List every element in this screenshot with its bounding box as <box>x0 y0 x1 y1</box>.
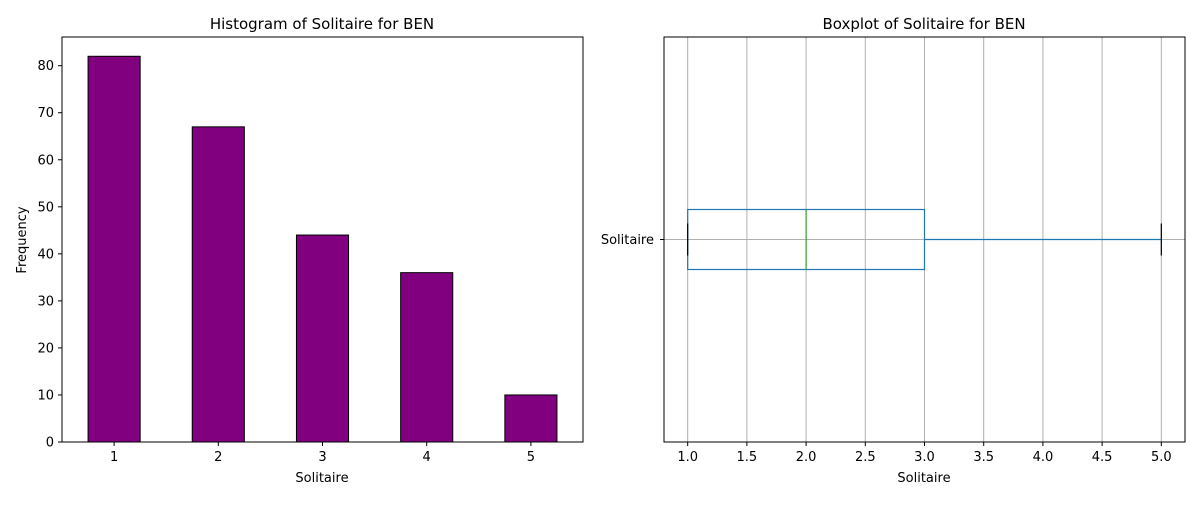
histogram-title: Histogram of Solitaire for BEN <box>210 15 434 33</box>
histogram-x-tick-label: 3 <box>318 450 326 465</box>
histogram-y-tick-label: 50 <box>37 200 54 215</box>
histogram-y-tick-label: 80 <box>37 59 54 74</box>
histogram-y-tick-label: 20 <box>37 341 54 356</box>
histogram-x-tick-label: 2 <box>214 450 222 465</box>
boxplot-category-label: Solitaire <box>601 233 654 248</box>
boxplot-title: Boxplot of Solitaire for BEN <box>822 15 1025 33</box>
histogram-x-tick-label: 4 <box>423 450 431 465</box>
histogram-x-tick-label: 5 <box>527 450 535 465</box>
boxplot-x-tick-label: 4.0 <box>1033 450 1054 465</box>
boxplot-body <box>687 208 1162 271</box>
histogram-y-ticks: 0 10 20 30 40 50 60 70 80 <box>37 59 62 451</box>
histogram-plot-frame <box>61 36 584 443</box>
histogram-y-tick-label: 40 <box>37 247 54 262</box>
histogram-bar <box>191 126 245 443</box>
boxplot-x-tick-label: 2.0 <box>796 450 817 465</box>
histogram-y-axis-label: Frequency <box>15 206 30 273</box>
histogram-y-tick-label: 0 <box>46 436 54 451</box>
histogram-y-tick-label: 10 <box>37 388 54 403</box>
boxplot-x-tick-label: 2.5 <box>855 450 876 465</box>
boxplot-x-ticks: 1.0 1.5 2.0 2.5 3.0 3.5 4.0 4.5 5.0 <box>677 442 1172 465</box>
boxplot-x-tick-label: 4.5 <box>1092 450 1113 465</box>
histogram-bar <box>87 55 141 443</box>
boxplot-panel: 1.0 1.5 2.0 2.5 3.0 3.5 4.0 4.5 5.0 Solitaire Bo… <box>601 15 1186 486</box>
histogram-y-tick-label: 60 <box>37 153 54 168</box>
boxplot-x-tick-label: 1.0 <box>677 450 698 465</box>
boxplot-x-tick-label: 1.5 <box>737 450 758 465</box>
histogram-x-tick-label: 1 <box>110 450 118 465</box>
histogram-x-ticks: 1 2 3 4 5 <box>110 442 535 465</box>
histogram-y-tick-label: 30 <box>37 294 54 309</box>
boxplot-x-axis-label: Solitaire <box>897 471 950 486</box>
boxplot-plot-frame <box>663 36 1186 443</box>
histogram-bar <box>504 394 558 443</box>
histogram-bar <box>400 272 454 443</box>
histogram-bar <box>295 234 350 443</box>
boxplot-x-tick-label: 3.5 <box>973 450 994 465</box>
histogram-panel: 0 10 20 30 40 50 60 70 80 1 2 3 4 5 Histogram of Sol… <box>15 15 584 486</box>
histogram-x-axis-label: Solitaire <box>295 471 348 486</box>
boxplot-x-tick-label: 5.0 <box>1151 450 1172 465</box>
histogram-y-tick-label: 70 <box>37 106 54 121</box>
boxplot-x-tick-label: 3.0 <box>914 450 935 465</box>
boxplot-y-ticks: Solitaire <box>601 233 664 248</box>
histogram-bars <box>87 55 558 443</box>
